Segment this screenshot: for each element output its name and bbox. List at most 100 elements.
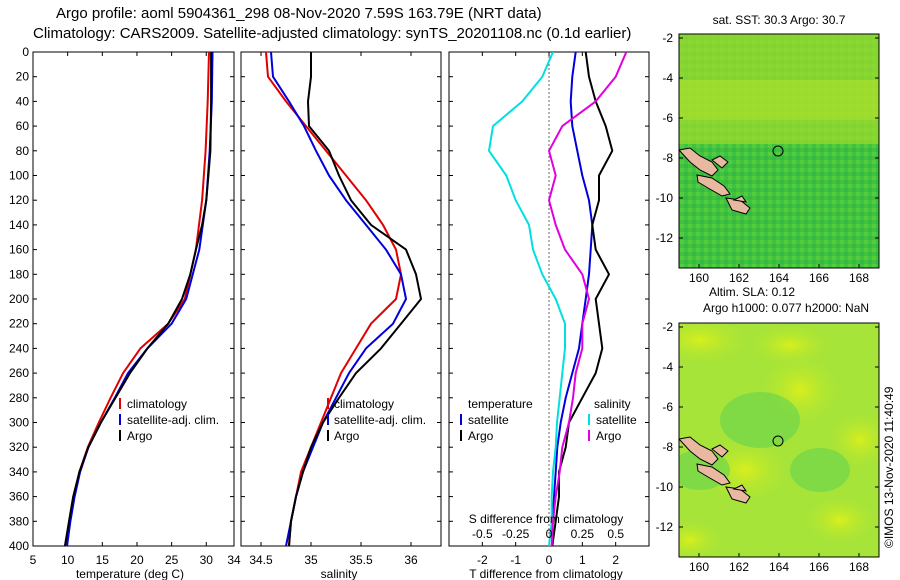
sst-map-field bbox=[679, 34, 879, 268]
land-island bbox=[696, 463, 731, 486]
sla-anomaly-blob bbox=[795, 490, 879, 550]
land-island bbox=[711, 155, 729, 169]
series-climatology-line bbox=[265, 52, 402, 546]
land-island bbox=[696, 174, 731, 197]
map-y-tick-label: -10 bbox=[656, 480, 674, 494]
land-island bbox=[679, 147, 719, 177]
map-x-tick-label: 168 bbox=[849, 271, 869, 285]
sla-map-title: Altim. SLA: 0.12 bbox=[709, 285, 795, 299]
x-tick-label: 36 bbox=[404, 553, 418, 567]
legend-temperature-heading: temperature bbox=[468, 397, 533, 411]
map-y-tick-label: -2 bbox=[662, 31, 673, 45]
y-tick-label: 60 bbox=[16, 119, 30, 133]
sla-anomaly-blob bbox=[679, 323, 760, 370]
y-tick-label: 160 bbox=[9, 243, 29, 257]
x-tick-label: 35 bbox=[304, 553, 318, 567]
salinity-xlabel: salinity bbox=[321, 567, 358, 580]
y-tick-label: 260 bbox=[9, 366, 29, 380]
legend-s-argo-label: Argo bbox=[596, 429, 622, 443]
temperature-xlabel: temperature (deg C) bbox=[76, 567, 184, 580]
y-tick-label: 400 bbox=[9, 539, 29, 553]
x-tick-label: 34 bbox=[227, 553, 241, 567]
temperature-axes-frame bbox=[32, 51, 235, 547]
sla-low-blob bbox=[720, 392, 800, 448]
argo-position-marker bbox=[772, 145, 784, 157]
sst-map-title: sat. SST: 30.3 Argo: 30.7 bbox=[713, 13, 846, 27]
land-island bbox=[732, 195, 748, 203]
salinity-axes-frame bbox=[240, 51, 442, 547]
x-tick-label: 25 bbox=[165, 553, 179, 567]
x-tick-label: -2 bbox=[477, 553, 488, 567]
salinity-panel: 34.5 35 35.5 36 salinity climatology satell… bbox=[240, 51, 442, 580]
difference-s-xlabel: S difference from climatology bbox=[469, 512, 624, 526]
y-tick-label: 120 bbox=[9, 193, 29, 207]
legend-salinity-heading: salinity bbox=[594, 397, 631, 411]
legend-argo-label: Argo bbox=[127, 429, 153, 443]
y-tick-label: 300 bbox=[9, 416, 29, 430]
s-tick-label: -0.25 bbox=[502, 527, 530, 541]
x-tick-label: 34.5 bbox=[249, 553, 273, 567]
legend-s-satellite-label: satellite bbox=[596, 413, 637, 427]
argo-position-marker bbox=[772, 435, 784, 447]
y-tick-label: 80 bbox=[16, 144, 30, 158]
s-tick-label: -0.5 bbox=[472, 527, 493, 541]
series-t-satellite-line bbox=[551, 52, 594, 546]
s-tick-label: 0.25 bbox=[571, 527, 595, 541]
x-tick-label: -1 bbox=[510, 553, 521, 567]
map-y-tick-label: -8 bbox=[662, 151, 673, 165]
map-x-tick-label: 162 bbox=[729, 560, 749, 574]
figure-title-line2: Climatology: CARS2009. Satellite-adjuste… bbox=[33, 25, 632, 42]
legend-satellite-label: satellite-adj. clim. bbox=[127, 413, 219, 427]
legend-climatology-label: climatology bbox=[334, 397, 394, 411]
map-x-tick-label: 168 bbox=[849, 560, 869, 574]
s-tick-label: 0 bbox=[546, 527, 553, 541]
land-island bbox=[679, 436, 719, 466]
map-x-tick-label: 160 bbox=[689, 271, 709, 285]
y-tick-label: 280 bbox=[9, 391, 29, 405]
series-argo-line bbox=[63, 52, 213, 546]
land-island bbox=[732, 484, 748, 492]
difference-xlabel: T difference from climatology bbox=[469, 567, 623, 580]
y-tick-label: 180 bbox=[9, 267, 29, 281]
y-tick-label: 200 bbox=[9, 292, 29, 306]
map-y-tick-label: -12 bbox=[656, 231, 674, 245]
x-tick-label: 20 bbox=[130, 553, 144, 567]
map-y-tick-label: -4 bbox=[662, 360, 673, 374]
y-tick-label: 140 bbox=[9, 218, 29, 232]
x-tick-label: 15 bbox=[96, 553, 110, 567]
difference-legend: temperature satellite Argo salinity sate… bbox=[460, 397, 637, 443]
y-tick-label: 100 bbox=[9, 169, 29, 183]
sla-anomaly-blob bbox=[679, 515, 730, 557]
x-tick-label: 35.5 bbox=[349, 553, 373, 567]
sst-map-panel: sat. SST: 30.3 Argo: 30.7 160 162 164 166 16… bbox=[656, 13, 880, 285]
difference-axes-frame bbox=[448, 51, 650, 547]
x-tick-label: 2 bbox=[612, 553, 619, 567]
temperature-legend: climatology satellite-adj. clim. Argo bbox=[119, 397, 219, 443]
legend-climatology-label: climatology bbox=[127, 397, 187, 411]
salinity-legend: climatology satellite-adj. clim. Argo bbox=[327, 397, 426, 443]
x-tick-label: 0 bbox=[546, 553, 553, 567]
map-y-tick-label: -12 bbox=[656, 520, 674, 534]
sla-low-blob bbox=[790, 448, 850, 492]
series-argo-line bbox=[288, 52, 422, 546]
y-tick-label: 20 bbox=[16, 70, 30, 84]
legend-satellite-label: satellite-adj. clim. bbox=[334, 413, 426, 427]
s-tick-label: 0.5 bbox=[607, 527, 624, 541]
temperature-panel: 0 20 40 60 80 100 120 140 160 180 200 220 240 260 280 3… bbox=[9, 45, 241, 580]
y-tick-label: 220 bbox=[9, 317, 29, 331]
sla-map-panel: Altim. SLA: 0.12 Argo h1000: 0.077 h2000… bbox=[656, 285, 880, 574]
y-tick-label: 380 bbox=[9, 514, 29, 528]
imos-credit: ©IMOS 13-Nov-2020 11:40:49 bbox=[882, 386, 896, 548]
sla-map-subtitle: Argo h1000: 0.077 h2000: NaN bbox=[703, 301, 869, 315]
map-y-tick-label: -6 bbox=[662, 111, 673, 125]
legend-t-satellite-label: satellite bbox=[468, 413, 509, 427]
legend-argo-label: Argo bbox=[334, 429, 360, 443]
y-tick-label: 240 bbox=[9, 341, 29, 355]
series-s-argo-line bbox=[548, 52, 628, 546]
series-s-satellite-line bbox=[488, 52, 566, 546]
difference-panel: -2 -1 0 1 2 -0.5 -0.25 0 0.25 0.5 T difference fr… bbox=[448, 51, 650, 580]
map-y-tick-label: -2 bbox=[662, 320, 673, 334]
y-tick-label: 0 bbox=[22, 45, 29, 59]
map-y-tick-label: -4 bbox=[662, 71, 673, 85]
